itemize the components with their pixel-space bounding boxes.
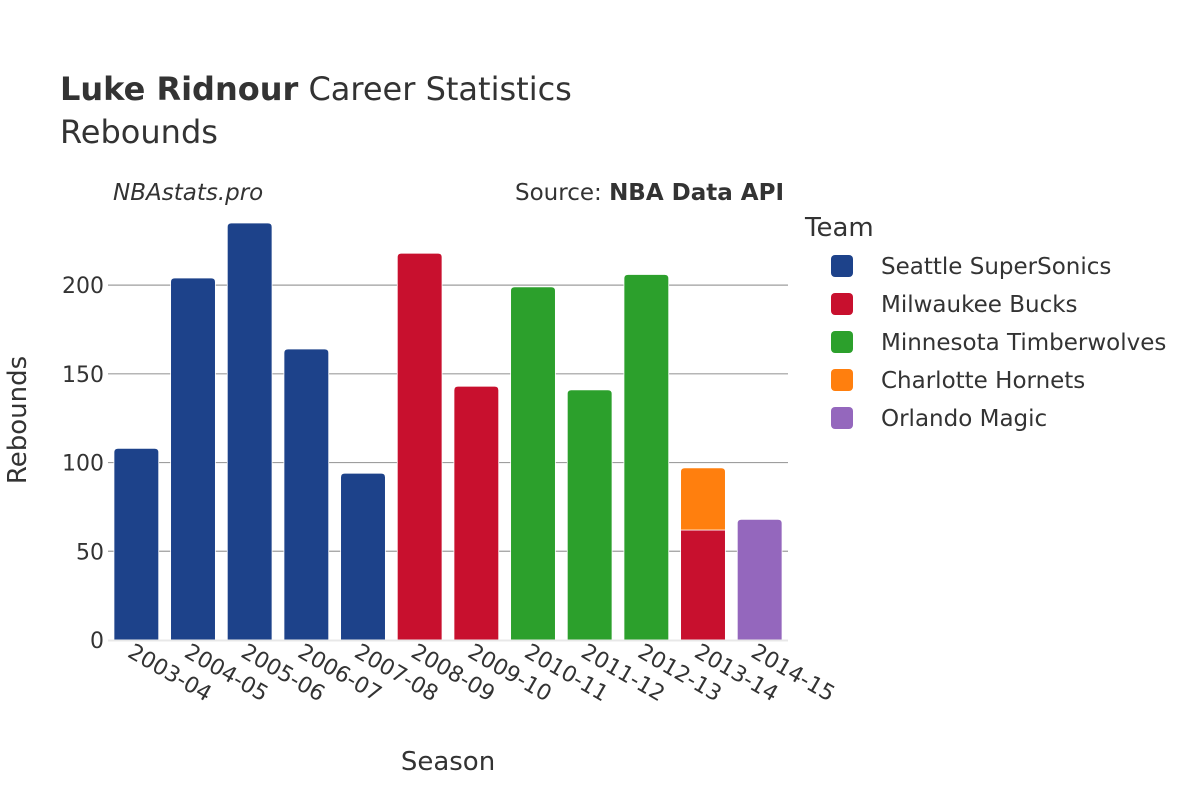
y-tick-label: 50: [76, 540, 104, 565]
bars: [113, 222, 783, 641]
watermark-text: NBAstats.pro: [113, 180, 263, 206]
chart-title-rest: Career Statistics: [298, 70, 572, 108]
y-tick-label: 150: [62, 363, 104, 388]
source-name: NBA Data API: [609, 180, 784, 206]
legend-title: Team: [804, 213, 874, 243]
legend: Team Seattle SuperSonics Milwaukee Bucks M…: [804, 213, 1166, 432]
legend-label-milwaukee-bucks[interactable]: Milwaukee Bucks: [881, 292, 1078, 318]
legend-label-orlando-magic[interactable]: Orlando Magic: [881, 406, 1047, 432]
legend-label-seattle-supersonics[interactable]: Seattle SuperSonics: [881, 254, 1111, 280]
y-tick-label: 100: [62, 452, 104, 477]
bar-2007-08-seattle-supersonics[interactable]: [340, 472, 386, 641]
bar-2003-04-seattle-supersonics[interactable]: [113, 447, 160, 641]
chart-subtitle: Rebounds: [60, 113, 218, 151]
legend-swatch-milwaukee-bucks[interactable]: [831, 293, 853, 315]
bar-2013-14-charlotte-hornets[interactable]: [680, 467, 726, 531]
bar-2009-10-milwaukee-bucks[interactable]: [453, 385, 500, 641]
bar-2014-15-orlando-magic[interactable]: [736, 518, 783, 641]
y-tick-label: 200: [62, 274, 104, 299]
y-tick-label: 0: [90, 629, 104, 654]
source-text: Source: NBA Data API: [515, 180, 784, 206]
bar-2008-09-milwaukee-bucks[interactable]: [396, 252, 443, 641]
x-axis-title: Season: [401, 747, 495, 777]
legend-label-minnesota-timberwolves[interactable]: Minnesota Timberwolves: [881, 330, 1166, 356]
legend-swatch-orlando-magic[interactable]: [831, 407, 853, 429]
bar-2004-05-seattle-supersonics[interactable]: [170, 277, 216, 641]
bar-2012-13-minnesota-timberwolves[interactable]: [623, 274, 670, 641]
legend-label-charlotte-hornets[interactable]: Charlotte Hornets: [881, 368, 1085, 394]
source-prefix: Source:: [515, 180, 609, 206]
chart-title: Luke Ridnour Career Statistics: [60, 70, 572, 108]
y-axis-title: Rebounds: [3, 356, 33, 484]
bar-2011-12-minnesota-timberwolves[interactable]: [566, 389, 613, 641]
bar-2010-11-minnesota-timberwolves[interactable]: [510, 286, 556, 641]
bar-2006-07-seattle-supersonics[interactable]: [283, 348, 330, 641]
bar-2005-06-seattle-supersonics[interactable]: [226, 222, 273, 641]
legend-swatch-charlotte-hornets[interactable]: [831, 369, 853, 391]
bar-2013-14-milwaukee-bucks[interactable]: [680, 529, 726, 641]
legend-swatch-minnesota-timberwolves[interactable]: [831, 331, 853, 353]
legend-swatch-seattle-supersonics[interactable]: [831, 255, 853, 277]
chart-title-bold: Luke Ridnour: [60, 70, 299, 108]
grid-lines: [108, 284, 788, 552]
